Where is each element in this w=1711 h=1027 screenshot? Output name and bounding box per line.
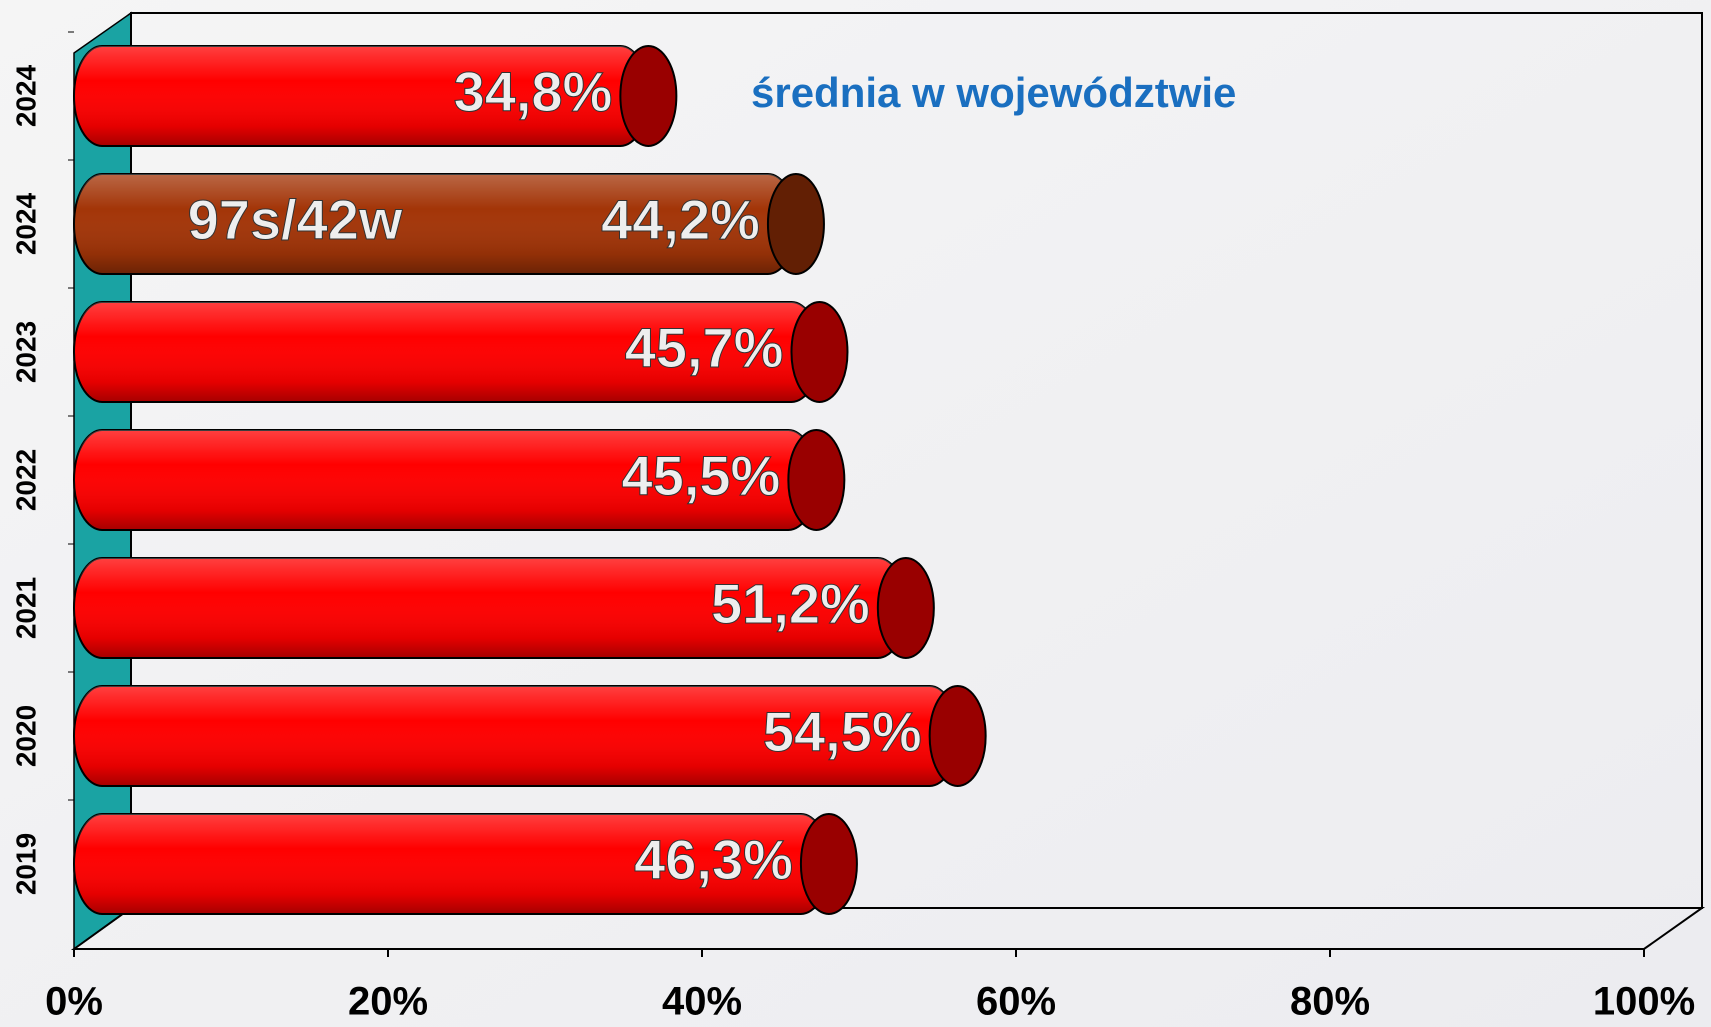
y-tick-label: 2019 bbox=[10, 833, 41, 895]
x-tick-label: 0% bbox=[45, 980, 103, 1024]
y-tick-label: 2024 bbox=[10, 192, 41, 255]
x-tick-label: 60% bbox=[976, 980, 1056, 1024]
value-label: 34,8% bbox=[454, 60, 613, 123]
x-tick-label: 20% bbox=[348, 980, 428, 1024]
y-tick-label: 2020 bbox=[10, 705, 41, 767]
x-tick-label: 100% bbox=[1593, 980, 1695, 1024]
y-tick-label: 2023 bbox=[10, 321, 41, 383]
y-tick-label: 2024 bbox=[10, 64, 41, 127]
bar-cap-shade bbox=[878, 558, 934, 658]
value-label: 44,2% bbox=[601, 188, 760, 251]
value-label: 46,3% bbox=[634, 828, 793, 891]
x-tick-label: 40% bbox=[662, 980, 742, 1024]
x-tick-label: 80% bbox=[1290, 980, 1370, 1024]
chart: średnia w województwie 0% 20% 40% 60% 80% 100… bbox=[0, 0, 1711, 1027]
page: {"chart_data": {"type": "bar", "orientat… bbox=[0, 0, 1711, 1027]
bar-cap-shade bbox=[801, 814, 857, 914]
bar-cap-shade bbox=[788, 430, 844, 530]
bar-cap-shade bbox=[768, 174, 824, 274]
annotation: średnia w województwie bbox=[751, 69, 1236, 116]
bar-cap-shade bbox=[620, 46, 676, 146]
bar-cap-shade bbox=[930, 686, 986, 786]
y-tick-label: 2021 bbox=[10, 577, 41, 639]
value-label: 45,5% bbox=[622, 444, 781, 507]
inner-label: 97s/42w bbox=[188, 188, 403, 251]
value-label: 54,5% bbox=[763, 700, 922, 763]
value-label: 45,7% bbox=[625, 316, 784, 379]
y-tick-label: 2022 bbox=[10, 449, 41, 511]
value-label: 51,2% bbox=[711, 572, 870, 635]
bar-cap-shade bbox=[791, 302, 847, 402]
